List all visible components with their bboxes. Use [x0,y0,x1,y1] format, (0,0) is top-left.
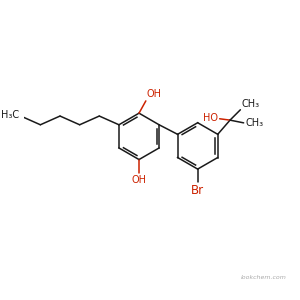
Text: H₃C: H₃C [1,110,20,120]
Text: OH: OH [147,89,162,99]
Text: lookchem.com: lookchem.com [240,274,286,280]
Text: OH: OH [131,176,146,185]
Text: Br: Br [191,184,204,197]
Text: CH₃: CH₃ [245,118,263,128]
Text: CH₃: CH₃ [242,99,260,109]
Text: HO: HO [203,113,218,123]
